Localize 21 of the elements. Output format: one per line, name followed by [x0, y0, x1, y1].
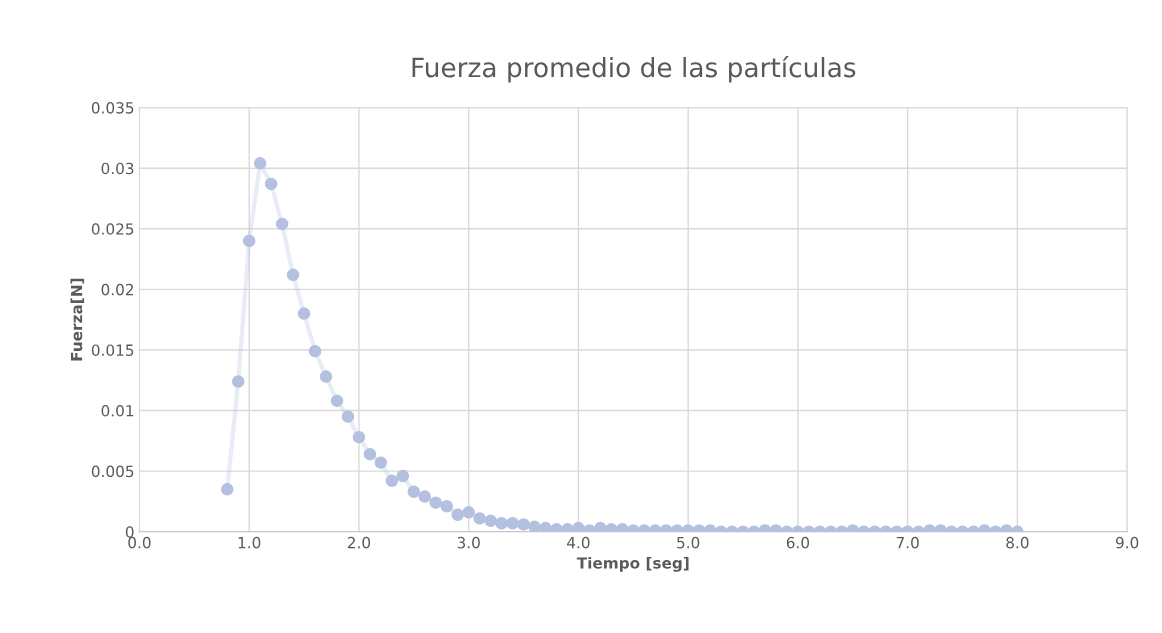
x-axis-title: Tiempo [seg] [576, 556, 689, 572]
x-tick-label: 0.0 [128, 536, 151, 549]
x-tick-label: 1.0 [238, 536, 261, 549]
y-tick-label: 0.035 [91, 102, 134, 114]
x-tick-label: 8.0 [1006, 536, 1029, 549]
x-tick-label: 6.0 [786, 536, 810, 549]
x-tick-label: 3.0 [457, 536, 480, 549]
y-tick-label: 0.015 [91, 344, 134, 356]
x-tick-label: 4.0 [567, 536, 590, 549]
y-axis-title: Fuerza[N] [70, 278, 85, 361]
y-tick-label: 0 [125, 526, 134, 538]
x-tick-label: 9.0 [1115, 536, 1139, 549]
y-tick-label: 0.02 [101, 283, 134, 296]
x-tick-label: 5.0 [677, 536, 700, 549]
y-tick-label: 0.03 [101, 162, 134, 175]
chart-title: Fuerza promedio de las partículas [412, 55, 856, 83]
y-tick-label: 0.025 [91, 223, 134, 235]
x-tick-label: 7.0 [896, 536, 919, 549]
y-tick-label: 0.01 [101, 405, 134, 417]
x-tick-label: 2.0 [347, 536, 371, 549]
y-tick-label: 0.005 [91, 465, 134, 478]
